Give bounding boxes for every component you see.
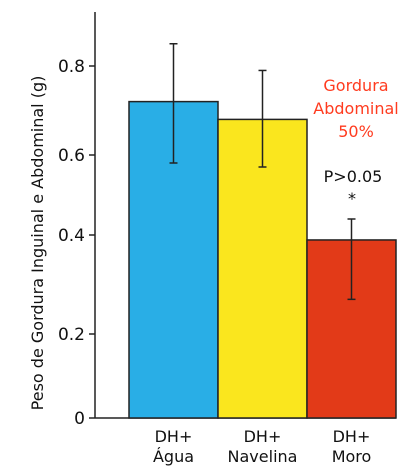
- y-tick-label-2: 0.4: [58, 226, 85, 246]
- p-value-annotation: P>0.05: [324, 167, 383, 186]
- x-category-label-2: DH+ Moro: [332, 427, 372, 466]
- x-category-label-line2-0: Água: [153, 447, 194, 466]
- x-category-label-1: DH+ Navelina: [228, 427, 298, 466]
- gordura-annotation-line-2: 50%: [338, 122, 374, 141]
- x-category-label-line1-1: DH+: [244, 427, 282, 446]
- y-tick-label-4: 0.8: [58, 57, 85, 77]
- x-category-label-line2-1: Navelina: [228, 447, 298, 466]
- bar-1: [217, 118, 308, 419]
- x-category-label-line1-0: DH+: [155, 427, 193, 446]
- y-tick-label-3: 0.6: [58, 146, 85, 166]
- x-category-label-0: DH+ Água: [153, 427, 194, 466]
- y-axis-ticks: 0 0.2 0.4 0.6 0.8: [58, 57, 95, 429]
- error-bars: [169, 43, 356, 301]
- y-tick-label-0: 0: [74, 409, 85, 429]
- bars: [128, 100, 397, 419]
- x-category-label-line2-2: Moro: [332, 447, 372, 466]
- y-tick-label-1: 0.2: [58, 325, 85, 345]
- annotations: Gordura Abdominal 50% P>0.05 *: [313, 76, 398, 208]
- y-axis-title: Peso de Gordura Inguinal e Abdominal (g): [28, 76, 47, 411]
- gordura-annotation-line-1: Abdominal: [313, 99, 398, 118]
- gordura-annotation-line-0: Gordura: [323, 76, 388, 95]
- significance-star: *: [348, 189, 356, 208]
- x-category-label-line1-2: DH+: [333, 427, 371, 446]
